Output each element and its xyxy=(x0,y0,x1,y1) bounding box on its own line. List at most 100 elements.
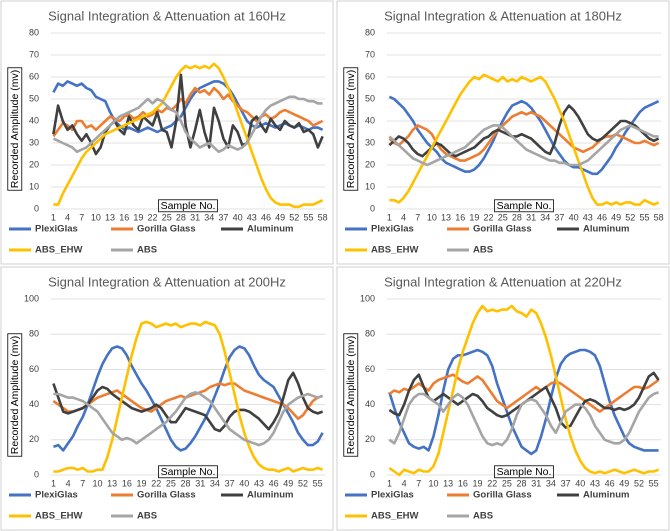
x-tick-label: 37 xyxy=(225,478,235,488)
y-tick-label: 20 xyxy=(29,159,39,169)
x-tick-label: 34 xyxy=(540,212,550,222)
x-tick-label: 7 xyxy=(79,212,84,222)
series-line xyxy=(389,73,660,206)
x-tick-label: 55 xyxy=(313,478,323,488)
y-axis-label-box xyxy=(7,67,23,191)
x-tick-label: 13 xyxy=(107,478,117,488)
series-line xyxy=(388,304,660,477)
y-axis-label: Recorded Amplitude (mv) xyxy=(345,336,357,454)
legend-label: ABS_EHW xyxy=(371,511,419,522)
series-line xyxy=(388,391,660,447)
y-tick-label: 80 xyxy=(29,27,39,37)
y-tick-label: 80 xyxy=(365,329,375,339)
chart-title: Signal Integration & Attenuation at 160H… xyxy=(48,8,286,23)
x-tick-label: 28 xyxy=(517,478,527,488)
y-axis-label-box xyxy=(343,333,359,457)
legend-label: ABS xyxy=(137,245,157,256)
chart-title: Signal Integration & Attenuation at 180H… xyxy=(384,8,622,23)
y-tick-label: 0 xyxy=(34,203,39,213)
legend-label: ABS xyxy=(473,511,493,522)
x-axis-label-box xyxy=(494,465,554,479)
y-tick-label: 50 xyxy=(29,93,39,103)
x-tick-label: 22 xyxy=(148,212,158,222)
x-tick-label: 25 xyxy=(502,478,512,488)
legend-label: PlexiGlas xyxy=(35,490,78,501)
chart-title: Signal Integration & Attenuation at 220H… xyxy=(384,274,622,289)
y-tick-label: 80 xyxy=(365,27,375,37)
x-axis-label: Sample No. xyxy=(497,200,552,212)
y-tick-label: 80 xyxy=(29,329,39,339)
legend-label: ABS_EHW xyxy=(35,511,83,522)
y-axis-label: Recorded Amplitude (mv) xyxy=(9,70,21,188)
x-tick-label: 46 xyxy=(261,212,271,222)
x-tick-label: 19 xyxy=(133,212,143,222)
x-axis-label-box xyxy=(158,199,218,213)
x-tick-label: 1 xyxy=(387,478,392,488)
legend-label: Gorilla Glass xyxy=(473,490,532,501)
x-tick-label: 28 xyxy=(512,212,522,222)
y-tick-label: 40 xyxy=(29,399,39,409)
legend-label: ABS xyxy=(473,245,493,256)
x-tick-label: 34 xyxy=(204,212,214,222)
legend-label: ABS xyxy=(137,511,157,522)
x-tick-label: 43 xyxy=(583,212,593,222)
y-tick-label: 60 xyxy=(29,71,39,81)
x-tick-label: 52 xyxy=(298,478,308,488)
y-axis-label-box xyxy=(7,333,23,457)
series-line xyxy=(388,348,659,456)
x-tick-label: 1 xyxy=(51,478,56,488)
x-tick-label: 40 xyxy=(233,212,243,222)
x-tick-label: 10 xyxy=(427,212,437,222)
x-tick-label: 49 xyxy=(611,212,621,222)
x-tick-label: 19 xyxy=(473,478,483,488)
legend-label: Aluminum xyxy=(583,490,629,501)
legend-label: Gorilla Glass xyxy=(137,490,196,501)
x-tick-label: 16 xyxy=(119,212,129,222)
x-tick-label: 55 xyxy=(649,478,659,488)
x-tick-label: 16 xyxy=(458,478,468,488)
x-tick-label: 22 xyxy=(484,212,494,222)
series-line xyxy=(53,320,324,473)
x-tick-label: 28 xyxy=(176,212,186,222)
legend-label: Gorilla Glass xyxy=(473,224,532,235)
x-tick-label: 31 xyxy=(531,478,541,488)
x-axis-label-box xyxy=(494,199,554,213)
y-tick-label: 60 xyxy=(29,364,39,374)
y-tick-label: 40 xyxy=(29,115,39,125)
y-tick-label: 10 xyxy=(365,181,375,191)
x-tick-label: 1 xyxy=(51,212,56,222)
y-tick-label: 70 xyxy=(29,49,39,59)
x-tick-label: 28 xyxy=(181,478,191,488)
x-tick-label: 40 xyxy=(575,478,585,488)
x-tick-label: 46 xyxy=(605,478,615,488)
x-tick-label: 46 xyxy=(269,478,279,488)
x-tick-label: 40 xyxy=(239,478,249,488)
x-tick-label: 43 xyxy=(247,212,257,222)
series-line xyxy=(388,373,660,413)
x-axis-label-box xyxy=(158,465,218,479)
x-tick-label: 46 xyxy=(597,212,607,222)
x-tick-label: 52 xyxy=(289,212,299,222)
chart-panel: Signal Integration & Attenuation at 200H… xyxy=(0,266,334,531)
y-tick-label: 30 xyxy=(29,137,39,147)
x-tick-label: 25 xyxy=(162,212,172,222)
x-axis-label: Sample No. xyxy=(497,466,552,478)
x-tick-label: 4 xyxy=(402,478,407,488)
x-tick-label: 22 xyxy=(487,478,497,488)
legend-label: ABS_EHW xyxy=(35,245,83,256)
x-tick-label: 10 xyxy=(92,478,102,488)
x-tick-label: 34 xyxy=(210,478,220,488)
x-tick-label: 31 xyxy=(190,212,200,222)
legend-label: Aluminum xyxy=(247,490,293,501)
x-tick-label: 43 xyxy=(590,478,600,488)
legend-label: Gorilla Glass xyxy=(137,224,196,235)
series-line xyxy=(388,124,659,167)
chart-panel: Signal Integration & Attenuation at 160H… xyxy=(0,0,334,265)
x-tick-label: 10 xyxy=(91,212,101,222)
series-line xyxy=(52,371,324,433)
x-tick-label: 7 xyxy=(415,212,420,222)
y-tick-label: 60 xyxy=(365,71,375,81)
y-axis-label-box xyxy=(343,67,359,191)
y-tick-label: 0 xyxy=(370,203,375,213)
chart-panel: Signal Integration & Attenuation at 220H… xyxy=(336,266,670,531)
